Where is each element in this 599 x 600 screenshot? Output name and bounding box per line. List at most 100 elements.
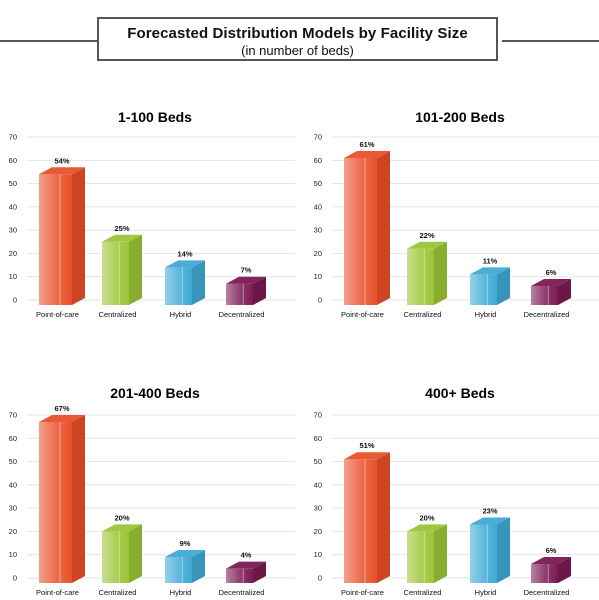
bar-hybrid bbox=[470, 267, 510, 305]
y-tick-label: 70 bbox=[9, 133, 17, 142]
data-label: 20% bbox=[114, 513, 129, 522]
y-tick-label: 10 bbox=[314, 272, 322, 281]
category-label: Centralized bbox=[99, 310, 137, 319]
data-label: 14% bbox=[177, 249, 192, 258]
category-label: Decentralized bbox=[219, 588, 265, 597]
y-tick-label: 0 bbox=[13, 296, 17, 305]
main-title: Forecasted Distribution Models by Facili… bbox=[127, 25, 468, 42]
bar-side bbox=[129, 524, 142, 583]
y-tick-label: 30 bbox=[9, 226, 17, 235]
y-tick-label: 40 bbox=[314, 202, 322, 211]
y-tick-label: 20 bbox=[9, 249, 17, 258]
bar-highlight bbox=[59, 174, 61, 305]
bar-side bbox=[558, 557, 571, 583]
bar-front bbox=[102, 531, 129, 583]
bar-point-of-care bbox=[344, 150, 390, 305]
data-label: 51% bbox=[359, 441, 374, 450]
bar-centralized bbox=[407, 241, 447, 305]
bar-side bbox=[497, 267, 510, 305]
bar-top bbox=[407, 241, 447, 249]
bar-side bbox=[192, 260, 205, 305]
category-label: Hybrid bbox=[475, 588, 497, 597]
bar-top bbox=[344, 150, 390, 158]
y-tick-label: 60 bbox=[9, 434, 17, 443]
bar-highlight bbox=[364, 157, 366, 305]
bar-highlight bbox=[486, 524, 488, 583]
data-label: 6% bbox=[546, 546, 557, 555]
bar-top bbox=[39, 167, 85, 175]
bar-front bbox=[470, 274, 497, 305]
chart-title: 1-100 Beds bbox=[118, 109, 192, 125]
category-label: Point-of-care bbox=[341, 310, 384, 319]
y-tick-label: 10 bbox=[314, 550, 322, 559]
bar-front bbox=[165, 267, 192, 305]
y-tick-label: 10 bbox=[9, 272, 17, 281]
bar-highlight bbox=[486, 274, 488, 305]
data-label: 7% bbox=[241, 266, 252, 275]
bar-side bbox=[434, 241, 447, 305]
bar-decentralized bbox=[531, 279, 571, 305]
bar-side bbox=[497, 517, 510, 583]
bar-front bbox=[344, 459, 377, 583]
y-tick-label: 60 bbox=[314, 156, 322, 165]
y-tick-label: 60 bbox=[9, 156, 17, 165]
y-tick-label: 50 bbox=[314, 179, 322, 188]
category-label: Hybrid bbox=[170, 588, 192, 597]
data-label: 9% bbox=[180, 539, 191, 548]
data-label: 20% bbox=[419, 513, 434, 522]
bar-centralized bbox=[102, 234, 142, 305]
bar-front bbox=[226, 283, 253, 305]
bar-front bbox=[39, 421, 72, 583]
bar-top bbox=[531, 279, 571, 287]
bar-highlight bbox=[242, 568, 244, 583]
category-label: Decentralized bbox=[524, 588, 570, 597]
bar-highlight bbox=[181, 557, 183, 583]
bar-centralized bbox=[102, 524, 142, 583]
y-tick-label: 40 bbox=[9, 480, 17, 489]
bar-side bbox=[253, 276, 266, 305]
category-label: Hybrid bbox=[475, 310, 497, 319]
bar-highlight bbox=[242, 283, 244, 305]
y-tick-label: 20 bbox=[314, 249, 322, 258]
y-tick-label: 10 bbox=[9, 550, 17, 559]
bar-side bbox=[434, 524, 447, 583]
bar-side bbox=[72, 414, 85, 583]
bar-front bbox=[102, 241, 129, 305]
y-tick-label: 50 bbox=[314, 457, 322, 466]
y-tick-label: 20 bbox=[9, 527, 17, 536]
y-tick-label: 60 bbox=[314, 434, 322, 443]
y-tick-label: 50 bbox=[9, 179, 17, 188]
bar-decentralized bbox=[531, 557, 571, 583]
bar-top bbox=[470, 517, 510, 525]
y-tick-label: 70 bbox=[314, 133, 322, 142]
category-label: Point-of-care bbox=[36, 588, 79, 597]
bar-highlight bbox=[547, 564, 549, 583]
bar-side bbox=[192, 550, 205, 583]
bar-point-of-care bbox=[39, 167, 85, 305]
data-label: 67% bbox=[54, 404, 69, 413]
bar-hybrid bbox=[165, 260, 205, 305]
category-label: Point-of-care bbox=[341, 588, 384, 597]
y-tick-label: 30 bbox=[314, 504, 322, 513]
bar-front bbox=[407, 248, 434, 305]
bar-front bbox=[344, 157, 377, 305]
data-label: 22% bbox=[419, 231, 434, 240]
bar-front bbox=[470, 524, 497, 583]
bar-top bbox=[165, 550, 205, 558]
bar-side bbox=[377, 150, 390, 305]
chart-title: 400+ Beds bbox=[425, 385, 495, 401]
chart-panel-400-beds: 400+ Beds 0 10 20 30 40 50 60 70 51% Point-of-care… bbox=[314, 385, 599, 597]
bar-top bbox=[102, 524, 142, 532]
y-tick-label: 30 bbox=[9, 504, 17, 513]
data-label: 6% bbox=[546, 268, 557, 277]
header-rule-left bbox=[0, 40, 97, 42]
bar-front bbox=[407, 531, 434, 583]
bar-side bbox=[253, 561, 266, 583]
bar-highlight bbox=[423, 248, 425, 305]
data-label: 23% bbox=[482, 506, 497, 515]
category-label: Decentralized bbox=[524, 310, 570, 319]
bar-top bbox=[226, 561, 266, 569]
bar-front bbox=[531, 564, 558, 583]
bar-top bbox=[102, 234, 142, 242]
